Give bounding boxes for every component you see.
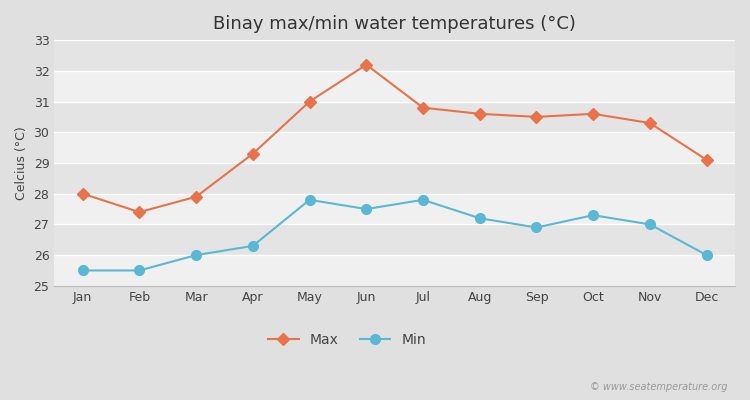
Line: Min: Min [78,195,712,275]
Bar [54,71,735,102]
Min [191,253,200,258]
Bar [54,194,735,224]
Max [135,210,144,214]
Min [135,268,144,273]
Min [362,207,370,212]
Max [646,121,655,126]
Max [702,158,711,162]
Bar [54,255,735,286]
Max [476,112,484,116]
Min [476,216,484,221]
Title: Binay max/min water temperatures (°C): Binay max/min water temperatures (°C) [213,15,576,33]
Bar [54,224,735,255]
Min [419,198,428,202]
Legend: Max, Min: Max, Min [262,327,431,352]
Line: Max: Max [79,60,711,216]
Bar [54,102,735,132]
Min [646,222,655,227]
Y-axis label: Celcius (°C): Celcius (°C) [15,126,28,200]
Max [191,194,200,199]
Max [305,99,314,104]
Max [419,105,428,110]
Min [532,225,541,230]
Min [305,198,314,202]
Min [589,213,598,218]
Max [362,62,370,67]
Bar [54,132,735,163]
Bar [54,40,735,71]
Max [248,151,257,156]
Max [78,191,87,196]
Max [589,112,598,116]
Min [78,268,87,273]
Text: © www.seatemperature.org: © www.seatemperature.org [590,382,728,392]
Min [702,253,711,258]
Min [248,244,257,248]
Bar [54,163,735,194]
Max [532,114,541,119]
